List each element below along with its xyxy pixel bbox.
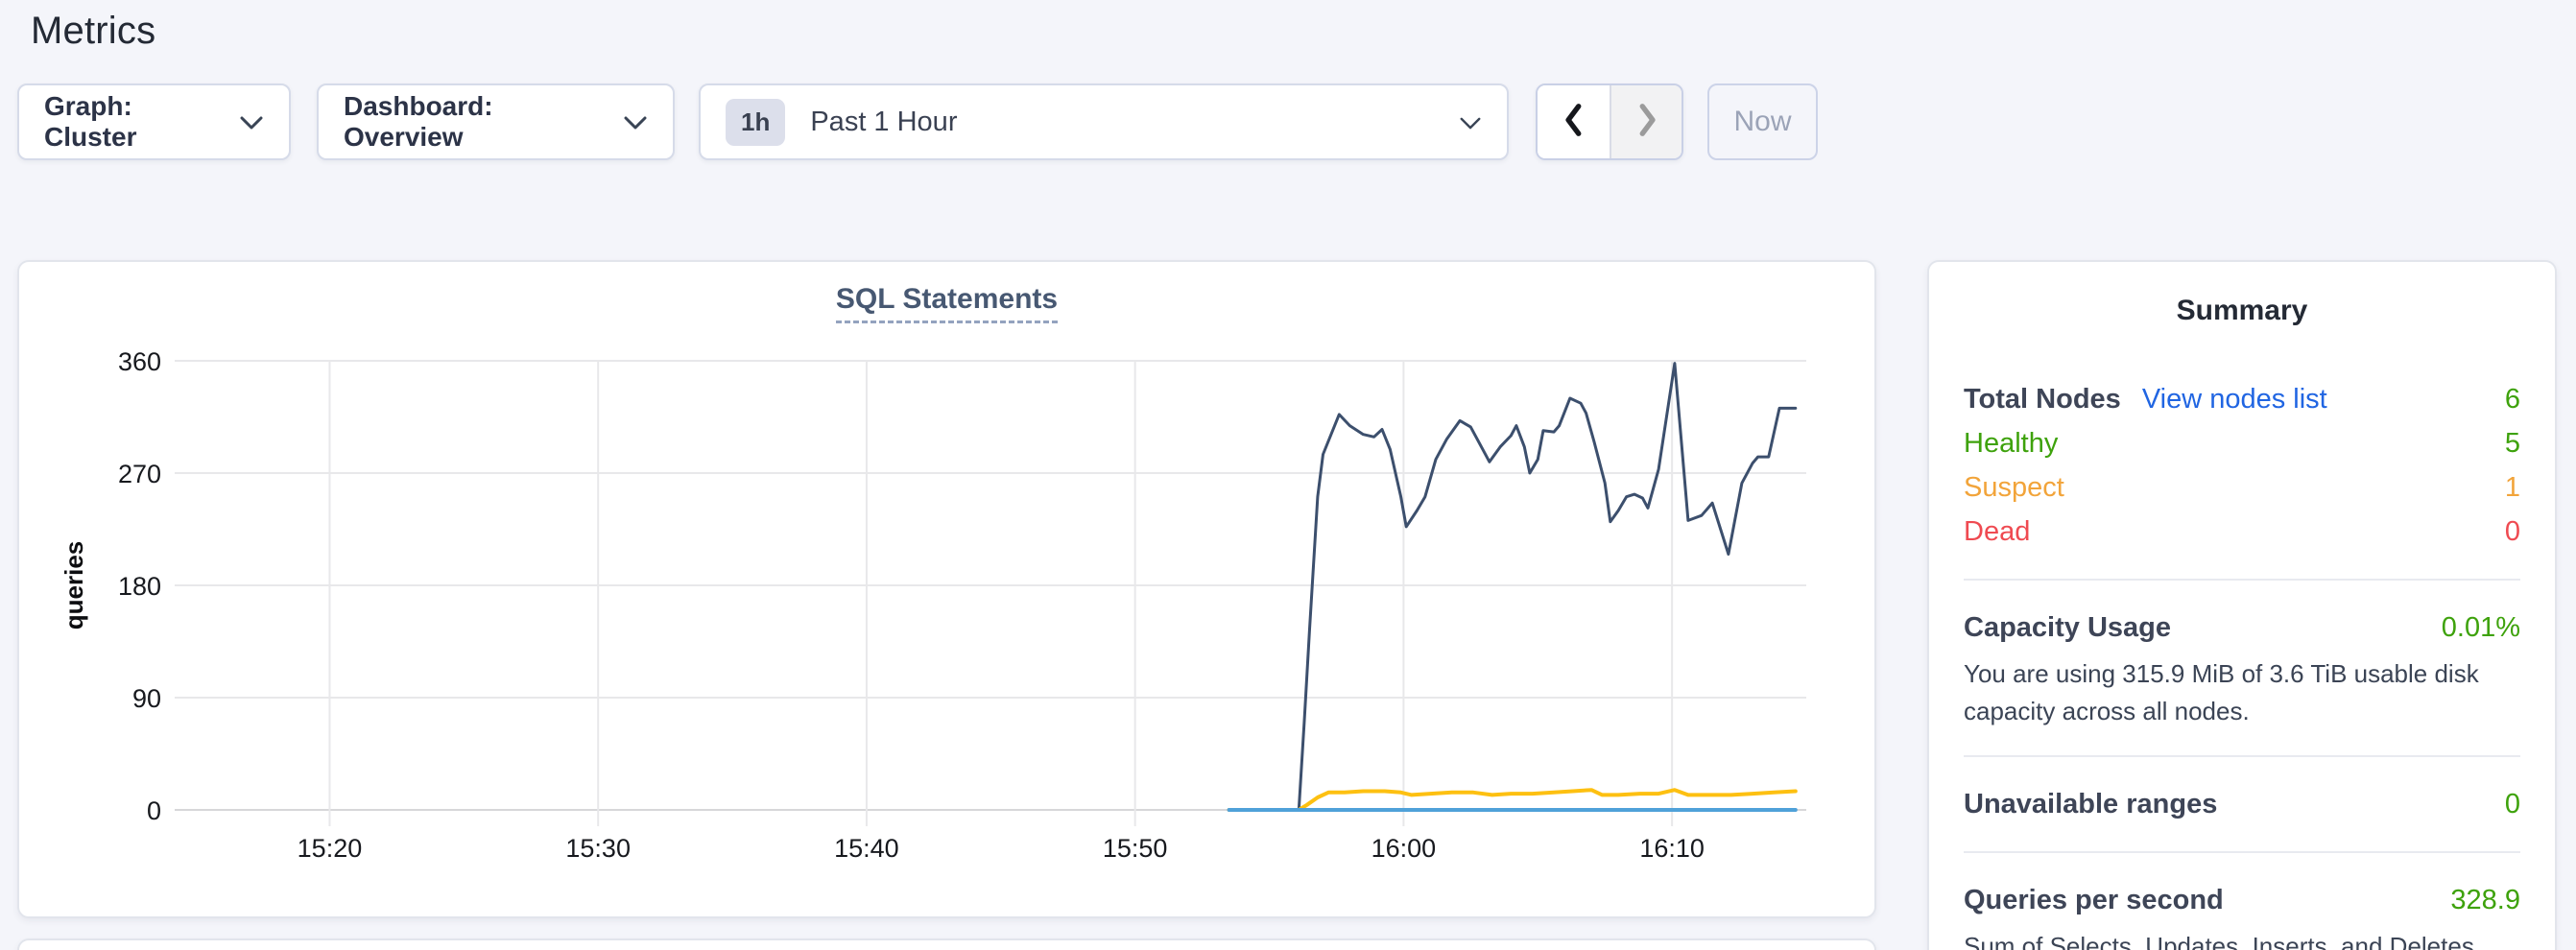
chevron-down-icon <box>623 107 648 137</box>
now-button[interactable]: Now <box>1707 83 1818 160</box>
dead-nodes-row: Dead 0 <box>1964 510 2520 554</box>
dashboard-label: Dashboard: Overview <box>344 91 493 152</box>
x-tick-label: 15:40 <box>834 834 899 863</box>
total-nodes-row: Total Nodes View nodes list 6 <box>1964 377 2520 421</box>
series-yellow <box>1227 788 1798 812</box>
sql-statements-card: SQL Statements 0 90 180 270 360 15:20 15:30 15:… <box>17 260 1876 918</box>
chart-title[interactable]: SQL Statements <box>835 283 1059 323</box>
x-tick-label: 15:20 <box>298 834 363 863</box>
toolbar: Graph: Cluster Dashboard: Overview 1h Pa… <box>17 83 2559 160</box>
y-tick-label: 180 <box>118 572 161 601</box>
chevron-down-icon <box>1459 107 1482 138</box>
qps-row: Queries per second 328.9 <box>1964 878 2520 922</box>
y-tick-label: 360 <box>118 347 161 376</box>
capacity-row: Capacity Usage 0.01% <box>1964 606 2520 650</box>
dashboard-dropdown[interactable]: Dashboard: Overview <box>317 83 675 160</box>
chart-plot-area[interactable] <box>177 361 1806 810</box>
divider <box>1964 579 2520 581</box>
capacity-label: Capacity Usage <box>1964 612 2171 643</box>
page-title: Metrics <box>31 10 156 52</box>
sql-statements-chart: 0 90 180 270 360 15:20 15:30 15:40 15:50 16:00 16:… <box>60 347 1806 863</box>
view-nodes-list-link[interactable]: View nodes list <box>2141 384 2327 415</box>
chevron-down-icon <box>239 107 264 137</box>
graph-scope-dropdown[interactable]: Graph: Cluster <box>17 83 291 160</box>
prev-time-button[interactable] <box>1538 85 1610 158</box>
healthy-value: 5 <box>2504 428 2520 459</box>
next-chart-card-partial <box>17 938 1876 950</box>
qps-section: Queries per second 328.9 Sum of Selects,… <box>1964 878 2520 950</box>
y-tick-label: 0 <box>147 796 161 825</box>
qps-description: Sum of Selects, Updates, Inserts, and De… <box>1964 932 2474 950</box>
time-range-dropdown[interactable]: 1h Past 1 Hour <box>699 83 1509 160</box>
dead-label: Dead <box>1964 516 2031 547</box>
time-step-buttons <box>1536 83 1683 160</box>
graph-scope-label: Graph: Cluster <box>44 91 137 152</box>
content-row: SQL Statements 0 90 180 270 360 15:20 15:30 15:… <box>17 260 2559 950</box>
y-tick-label: 90 <box>132 684 161 713</box>
x-tick-label: 15:50 <box>1103 834 1168 863</box>
suspect-label: Suspect <box>1964 472 2064 503</box>
y-tick-label: 270 <box>118 460 161 488</box>
next-time-button[interactable] <box>1610 85 1682 158</box>
summary-panel: Summary Total Nodes View nodes list 6 He… <box>1927 260 2557 950</box>
healthy-label: Healthy <box>1964 428 2059 459</box>
time-range-label: Past 1 Hour <box>810 106 958 137</box>
nodes-section: Total Nodes View nodes list 6 Healthy 5 … <box>1964 377 2520 554</box>
x-tick-label: 15:30 <box>565 834 631 863</box>
total-nodes-label: Total Nodes <box>1964 384 2121 415</box>
chart-header: SQL Statements <box>19 262 1874 332</box>
x-tick-label: 16:10 <box>1639 834 1705 863</box>
capacity-value: 0.01% <box>2441 612 2520 643</box>
capacity-description: You are using 315.9 MiB of 3.6 TiB usabl… <box>1964 659 2479 725</box>
time-range-badge: 1h <box>726 98 786 146</box>
capacity-section: Capacity Usage 0.01% You are using 315.9… <box>1964 606 2520 730</box>
chevron-right-icon <box>1633 102 1661 143</box>
total-nodes-value: 6 <box>2504 384 2520 415</box>
suspect-value: 1 <box>2504 472 2520 503</box>
y-axis-label: queries <box>60 541 88 630</box>
suspect-nodes-row: Suspect 1 <box>1964 465 2520 510</box>
dead-value: 0 <box>2504 516 2520 547</box>
unavailable-ranges-value: 0 <box>2504 789 2520 819</box>
healthy-nodes-row: Healthy 5 <box>1964 421 2520 465</box>
chevron-left-icon <box>1560 102 1588 143</box>
qps-label: Queries per second <box>1964 885 2224 915</box>
unavailable-ranges-label: Unavailable ranges <box>1964 789 2218 819</box>
x-tick-label: 16:00 <box>1371 834 1437 863</box>
divider <box>1964 755 2520 757</box>
series-dark-blue <box>1228 362 1798 812</box>
divider <box>1964 851 2520 853</box>
qps-value: 328.9 <box>2450 885 2520 915</box>
summary-title: Summary <box>2176 295 2308 326</box>
unavailable-ranges-row: Unavailable ranges 0 <box>1964 782 2520 826</box>
